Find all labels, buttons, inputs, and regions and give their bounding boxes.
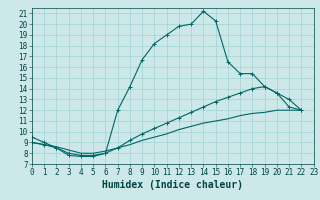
X-axis label: Humidex (Indice chaleur): Humidex (Indice chaleur) <box>102 180 243 190</box>
